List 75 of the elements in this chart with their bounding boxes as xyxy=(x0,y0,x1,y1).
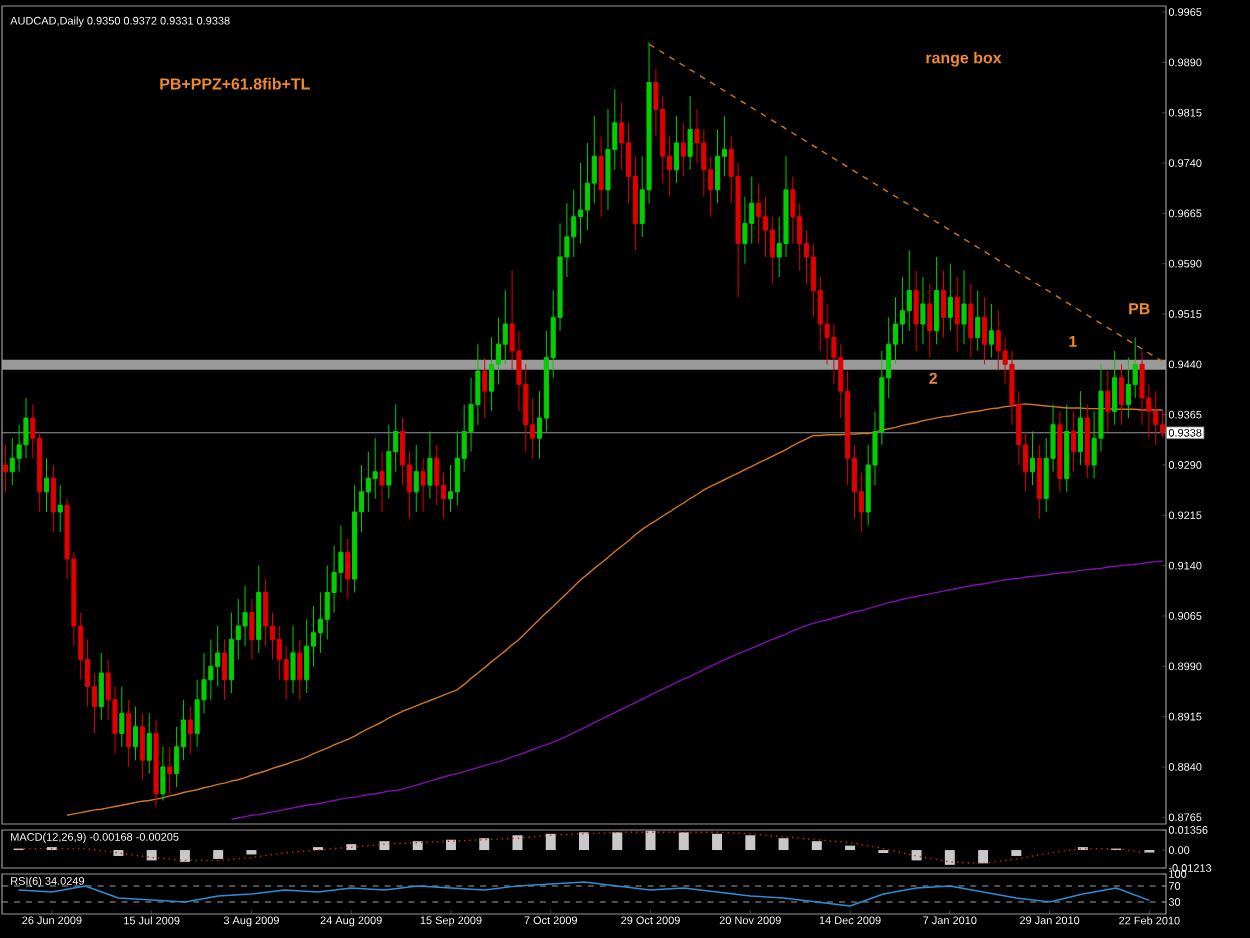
bar xyxy=(745,835,756,851)
bar xyxy=(845,845,856,851)
candlestick xyxy=(297,638,303,701)
candlestick xyxy=(57,484,63,533)
candlestick xyxy=(290,625,296,694)
candlestick xyxy=(482,357,488,419)
bar xyxy=(612,832,623,851)
bar xyxy=(978,850,989,864)
bar xyxy=(712,833,723,851)
candlestick xyxy=(256,565,262,654)
candlestick xyxy=(1071,410,1077,473)
bar xyxy=(778,838,789,851)
candlestick xyxy=(345,538,351,600)
bar xyxy=(678,832,689,851)
candlestick xyxy=(153,719,159,808)
candlestick xyxy=(947,263,953,332)
candlestick xyxy=(968,283,974,359)
candlestick xyxy=(126,699,132,768)
candlestick xyxy=(1084,404,1090,479)
bar xyxy=(645,830,656,851)
candlestick xyxy=(954,276,960,352)
bar xyxy=(179,850,190,862)
candlestick xyxy=(413,444,419,513)
bar xyxy=(412,841,423,851)
candlestick xyxy=(427,430,433,500)
bar xyxy=(346,844,357,851)
candlestick xyxy=(680,122,686,177)
candlestick xyxy=(598,135,604,218)
bar xyxy=(479,838,490,851)
candlestick xyxy=(50,464,56,533)
candlestick xyxy=(2,444,8,493)
candlestick xyxy=(1153,390,1159,446)
candlestick xyxy=(982,296,988,365)
candlestick xyxy=(160,746,166,802)
candlestick xyxy=(1029,430,1036,486)
candlestick xyxy=(940,269,947,338)
candlestick xyxy=(1064,404,1070,493)
candlestick xyxy=(1112,350,1118,426)
candlestick xyxy=(687,95,693,171)
bar xyxy=(911,850,922,861)
bar xyxy=(944,850,955,865)
candlestick xyxy=(920,276,926,345)
candlestick xyxy=(1118,363,1125,426)
candlestick xyxy=(1057,410,1063,493)
bar xyxy=(445,839,456,851)
candlestick xyxy=(927,283,933,359)
bar xyxy=(213,850,224,859)
bar xyxy=(545,833,556,851)
candlestick xyxy=(43,457,50,513)
candlestick xyxy=(1105,370,1111,432)
candlestick xyxy=(975,290,981,352)
candlestick xyxy=(673,115,679,184)
candlestick xyxy=(934,256,940,345)
bar xyxy=(811,841,822,851)
bar xyxy=(579,832,589,851)
bar xyxy=(113,850,124,856)
candlestick xyxy=(119,685,125,748)
bar xyxy=(146,850,157,861)
candlestick xyxy=(139,712,145,781)
candlestick xyxy=(221,638,228,701)
candlestick xyxy=(988,303,994,359)
candlestick xyxy=(1036,444,1042,520)
candlestick xyxy=(913,269,919,352)
candlestick xyxy=(132,706,139,761)
candlestick xyxy=(249,598,255,661)
candlestick xyxy=(961,269,967,345)
candlestick xyxy=(187,706,193,755)
candlestick xyxy=(1077,390,1083,466)
candlestick xyxy=(146,712,152,775)
bar xyxy=(1011,850,1022,856)
candlestick xyxy=(420,457,426,513)
bar xyxy=(379,841,390,851)
candlestick xyxy=(167,746,173,795)
candlestick xyxy=(379,451,385,513)
candlestick xyxy=(98,652,104,721)
